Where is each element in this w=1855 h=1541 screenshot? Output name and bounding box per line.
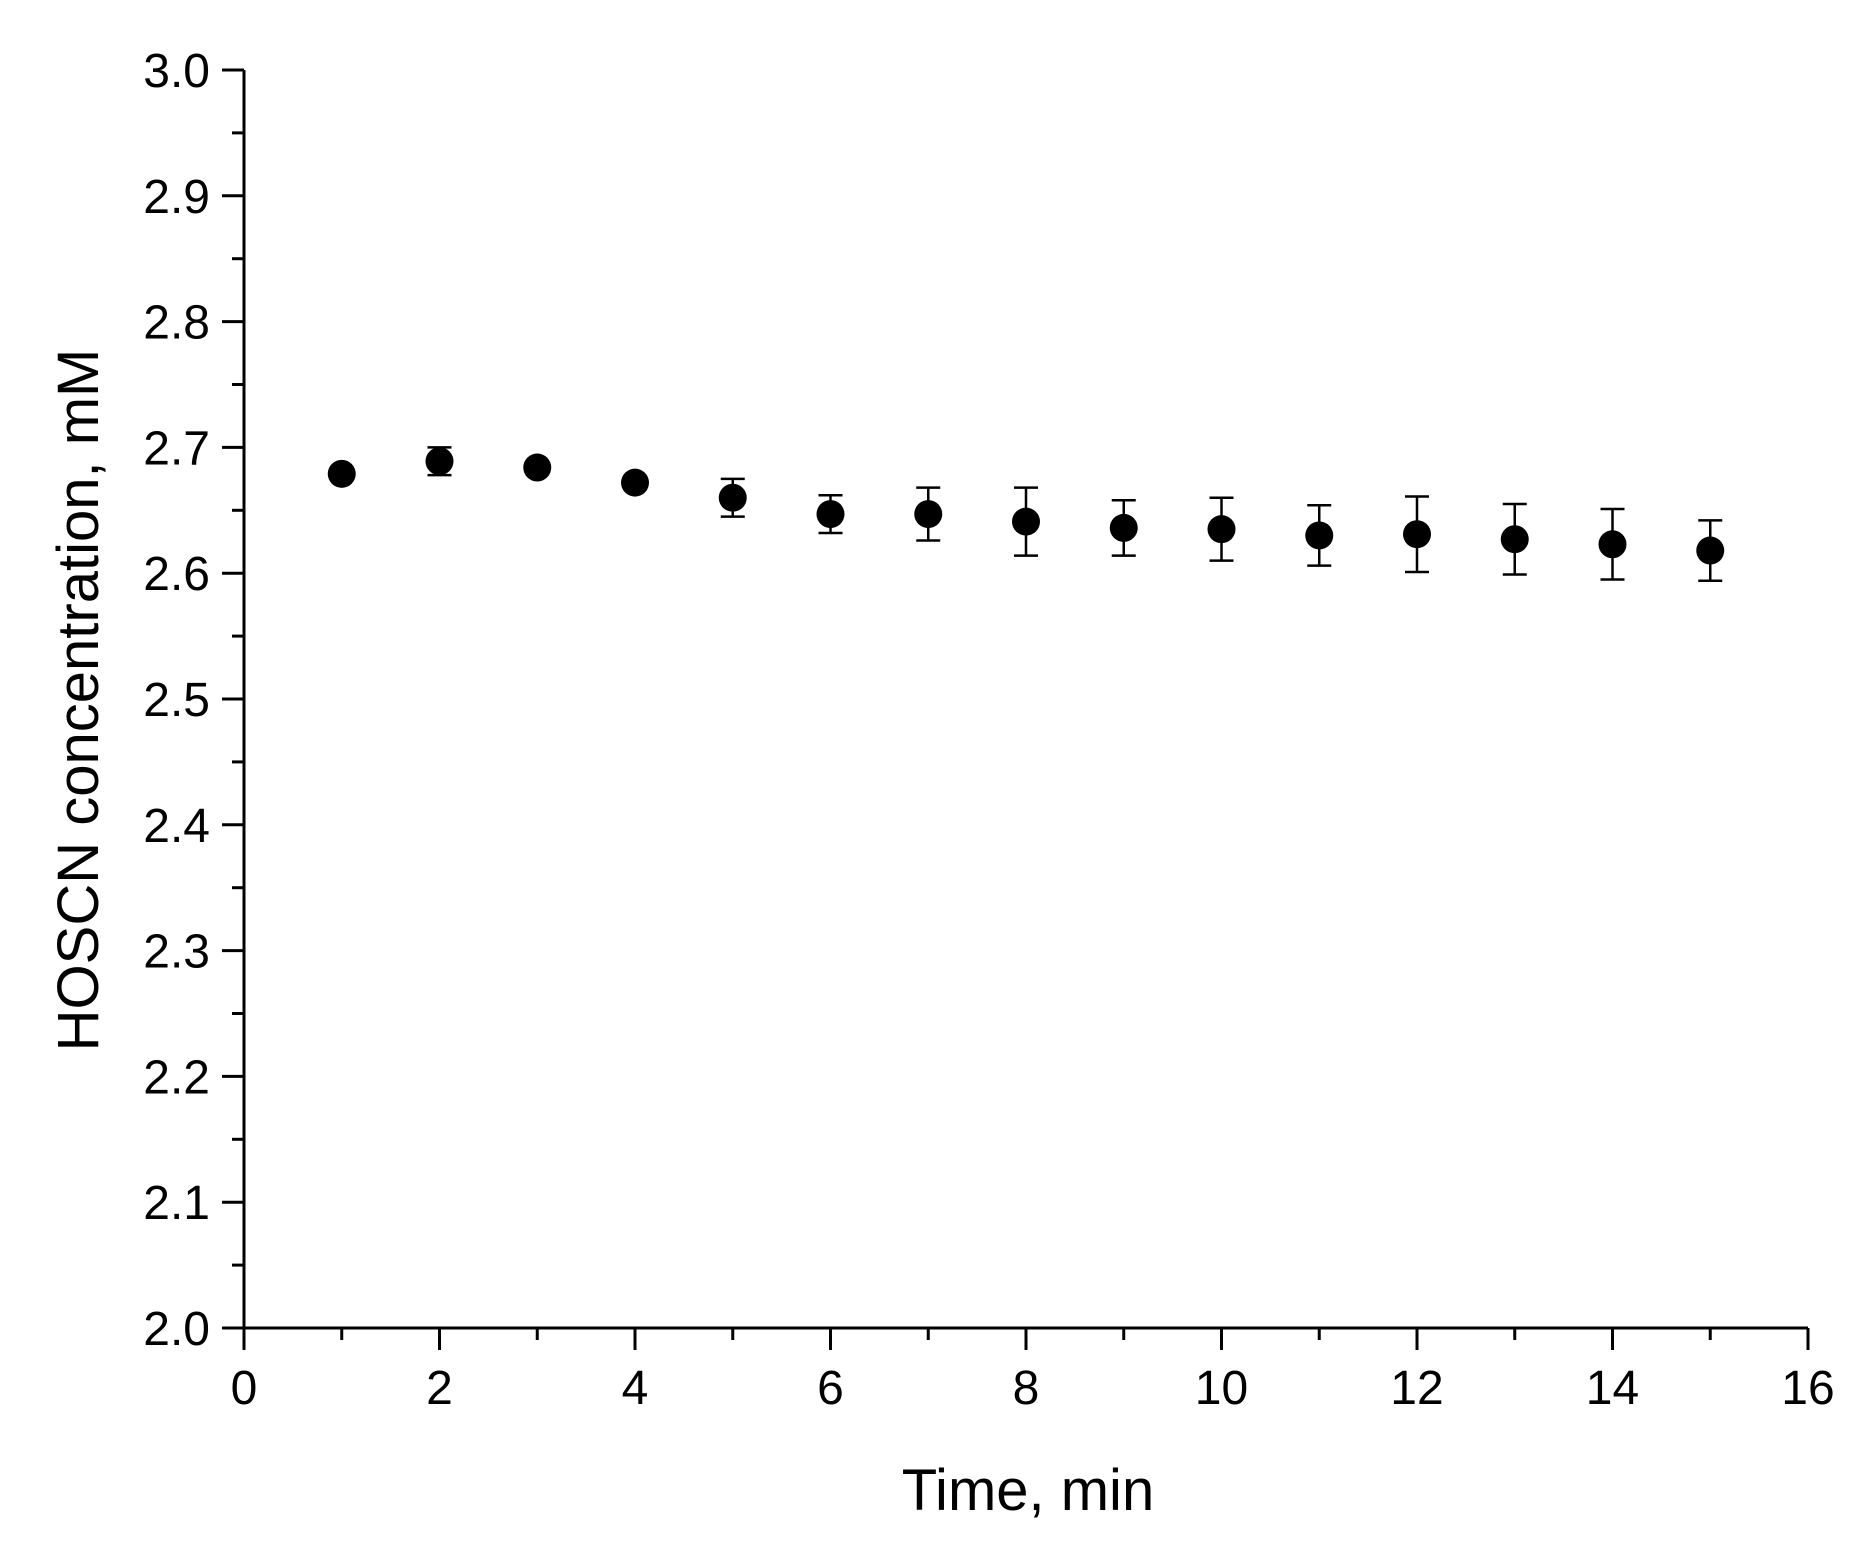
y-tick-label: 2.8 xyxy=(143,297,210,350)
x-tick-label: 6 xyxy=(817,1362,844,1415)
data-point xyxy=(1012,507,1040,536)
ticks: 0 2 4 6 8 10 12 14 16 2.0 2.1 2.2 2.3 2.4 2.5 2.6 2.7 2.8… xyxy=(143,45,1834,1415)
y-axis-title: HOSCN concentration, mM xyxy=(46,349,111,1052)
y-tick-label: 2.9 xyxy=(143,171,210,224)
data-point xyxy=(1500,525,1529,554)
y-tick-label: 2.7 xyxy=(143,422,210,475)
data-point xyxy=(1598,530,1627,559)
x-axis-title: Time, min xyxy=(902,1458,1154,1523)
data-point xyxy=(816,500,845,529)
y-tick-label: 2.5 xyxy=(143,674,210,727)
x-tick-label: 10 xyxy=(1195,1362,1248,1415)
data-point xyxy=(327,459,356,488)
data-point xyxy=(914,500,943,529)
y-tick-label: 2.2 xyxy=(143,1051,210,1104)
data-marks xyxy=(327,446,1725,582)
y-tick-label: 2.0 xyxy=(143,1303,210,1356)
y-tick-label: 2.3 xyxy=(143,926,210,979)
x-tick-label: 8 xyxy=(1013,1362,1040,1415)
data-point xyxy=(1207,515,1236,544)
x-tick-label: 4 xyxy=(622,1362,649,1415)
y-tick-label: 3.0 xyxy=(143,45,210,98)
y-tick-label: 2.6 xyxy=(143,548,210,601)
data-point xyxy=(1403,520,1431,549)
x-tick-label: 0 xyxy=(231,1362,258,1415)
x-tick-label: 12 xyxy=(1390,1362,1443,1415)
data-point xyxy=(1305,521,1334,550)
y-tick-label: 2.1 xyxy=(143,1177,210,1230)
data-point xyxy=(1109,513,1138,542)
data-point xyxy=(621,468,649,497)
data-point xyxy=(425,447,454,476)
data-point xyxy=(1696,536,1725,565)
data-point xyxy=(718,483,747,512)
axes xyxy=(242,70,1808,1330)
y-tick-label: 2.4 xyxy=(143,800,210,853)
data-point xyxy=(523,453,552,482)
x-tick-label: 2 xyxy=(426,1362,453,1415)
x-tick-label: 14 xyxy=(1586,1362,1639,1415)
x-tick-label: 16 xyxy=(1781,1362,1834,1415)
